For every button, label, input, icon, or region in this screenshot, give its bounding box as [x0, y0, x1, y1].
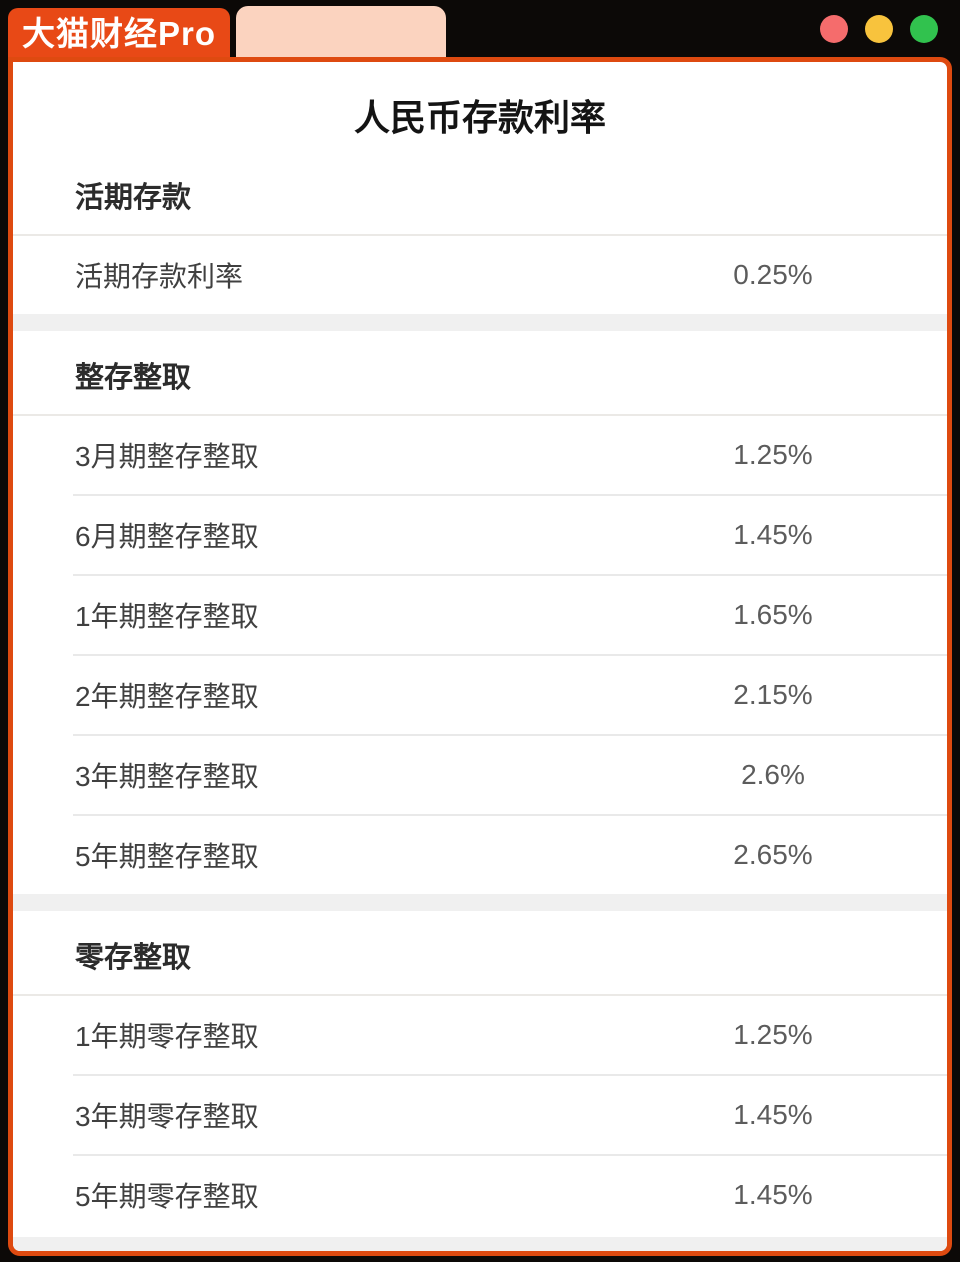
row-divider	[73, 1073, 947, 1076]
row-divider	[73, 573, 947, 576]
row-divider	[73, 733, 947, 736]
row-label: 1年期零存整取	[75, 1020, 259, 1052]
table-row: 3月期整存整取 1.25%	[13, 416, 947, 494]
table-row: 3年期整存整取 2.6%	[13, 736, 947, 814]
row-value: 1.45%	[733, 1178, 813, 1210]
row-divider	[73, 1153, 947, 1156]
logo-text: 大猫财经Pro	[22, 15, 217, 52]
section-header: 整存整取	[75, 361, 192, 394]
table-row: 1年期零存整取 1.25%	[13, 996, 947, 1074]
table-row: 1年期整存整取 1.65%	[13, 576, 947, 654]
row-divider	[73, 813, 947, 816]
table-row: 活期存款利率 0.25%	[13, 236, 947, 314]
row-value: 1.45%	[733, 518, 813, 550]
rate-section: 活期存款 活期存款利率 0.25%	[13, 151, 947, 314]
section-separator-band	[13, 893, 947, 911]
window-control-red-icon[interactable]	[820, 15, 848, 43]
row-value: 1.65%	[733, 598, 813, 630]
row-divider	[73, 493, 947, 496]
section-header-divider	[13, 233, 947, 236]
table-row: 6月期整存整取 1.45%	[13, 496, 947, 574]
row-label: 5年期零存整取	[75, 1180, 259, 1212]
row-label: 6月期整存整取	[75, 520, 259, 552]
row-value: 2.65%	[733, 838, 813, 870]
window-control-green-icon[interactable]	[910, 15, 938, 43]
row-divider	[73, 653, 947, 656]
row-label: 1年期整存整取	[75, 600, 259, 632]
table-row: 3年期零存整取 1.45%	[13, 1076, 947, 1154]
browser-blank-tab[interactable]	[236, 6, 447, 57]
section-rows: 1年期零存整取 1.25% 3年期零存整取 1.45% 5年期零存整取 1.45…	[13, 996, 947, 1234]
section-rows: 活期存款利率 0.25%	[13, 236, 947, 314]
row-value: 1.45%	[733, 1098, 813, 1130]
row-label: 3年期整存整取	[75, 760, 259, 792]
row-value: 1.25%	[733, 438, 813, 470]
section-header-divider	[13, 413, 947, 416]
window-chrome: 大猫财经Pro	[8, 6, 952, 57]
row-label: 3年期零存整取	[75, 1100, 259, 1132]
row-label: 活期存款利率	[75, 260, 244, 292]
rate-section: 零存整取 1年期零存整取 1.25% 3年期零存整取 1.45% 5年期零存整取…	[13, 893, 947, 1234]
window-control-yellow-icon[interactable]	[865, 15, 893, 43]
row-value: 2.6%	[741, 758, 805, 790]
row-value: 0.25%	[733, 258, 813, 290]
rates-table: 活期存款 活期存款利率 0.25% 整存整取 3月期整存整取 1.25% 6月期…	[13, 151, 947, 1233]
bottom-section-band	[13, 1237, 947, 1251]
section-header: 零存整取	[75, 941, 192, 974]
table-row: 2年期整存整取 2.15%	[13, 656, 947, 734]
logo-tab[interactable]: 大猫财经Pro	[8, 8, 231, 57]
row-label: 5年期整存整取	[75, 840, 259, 872]
row-label: 3月期整存整取	[75, 440, 259, 472]
page-title: 人民币存款利率	[353, 97, 606, 138]
window-controls	[820, 15, 938, 43]
section-separator-band	[13, 313, 947, 331]
row-value: 2.15%	[733, 678, 813, 710]
rate-section: 整存整取 3月期整存整取 1.25% 6月期整存整取 1.45% 1年期整存整取…	[13, 313, 947, 894]
section-rows: 3月期整存整取 1.25% 6月期整存整取 1.45% 1年期整存整取 1.65…	[13, 416, 947, 894]
row-value: 1.25%	[733, 1018, 813, 1050]
row-label: 2年期整存整取	[75, 680, 259, 712]
section-header: 活期存款	[75, 182, 192, 215]
table-row: 5年期整存整取 2.65%	[13, 816, 947, 894]
table-row: 5年期零存整取 1.45%	[13, 1156, 947, 1234]
rates-card: 人民币存款利率 活期存款 活期存款利率 0.25% 整存整取 3月期整存整取 1…	[8, 57, 952, 1256]
section-header-divider	[13, 993, 947, 996]
